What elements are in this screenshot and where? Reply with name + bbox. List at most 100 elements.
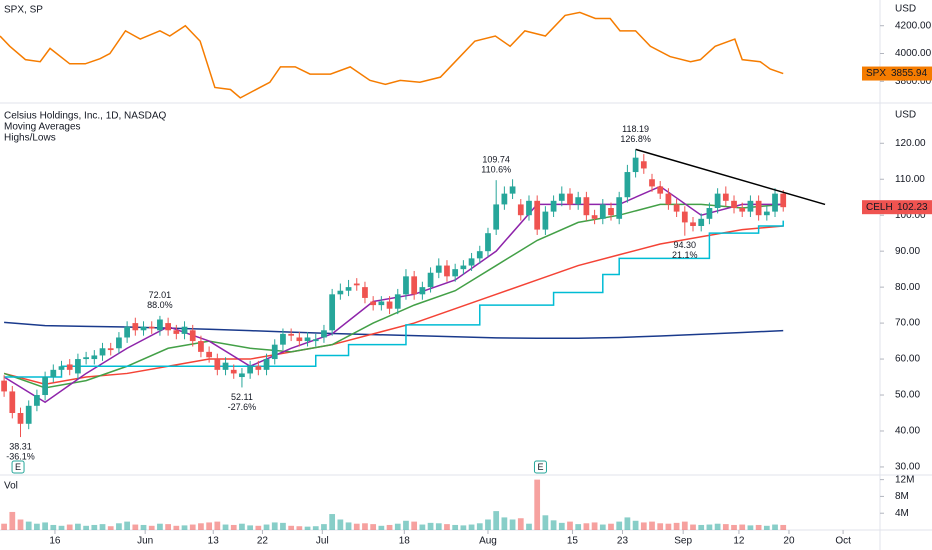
candle-body <box>558 193 565 201</box>
volume-bar <box>312 526 319 530</box>
volume-bar <box>107 526 114 530</box>
volume-bar <box>435 523 442 530</box>
candle-body <box>263 359 270 370</box>
volume-bar <box>263 524 270 530</box>
candle-body <box>189 330 196 342</box>
volume-bar <box>403 520 409 530</box>
volume-bar <box>198 523 204 530</box>
volume-bar <box>411 521 418 530</box>
x-tick-label: 16 <box>49 536 61 547</box>
annotation-value: 72.01 <box>149 290 172 300</box>
candle-body <box>747 200 754 212</box>
volume-bar <box>370 524 377 530</box>
candle-body <box>419 287 426 295</box>
volume-bar <box>255 525 262 530</box>
annotation-change: 21.1% <box>672 250 698 260</box>
volume-bar <box>271 522 278 530</box>
volume-bar <box>665 523 672 530</box>
candle-body <box>107 348 114 351</box>
price-tag <box>862 200 932 215</box>
candle-body <box>485 233 491 252</box>
volume-bar <box>50 524 57 530</box>
candle-body <box>690 222 696 226</box>
indicator-legend: Moving Averages <box>4 122 81 133</box>
candle-body <box>616 197 623 219</box>
annotation-value: 52.11 <box>231 392 253 402</box>
volume-bar <box>690 524 696 530</box>
candle-body <box>271 344 278 360</box>
candle-body <box>706 208 713 219</box>
candle-body <box>731 200 737 209</box>
candle-body <box>9 391 16 413</box>
candle-body <box>403 276 409 295</box>
volume-bar <box>608 523 614 530</box>
candle-body <box>722 193 729 201</box>
candle-body <box>476 251 483 259</box>
candle-body <box>493 204 500 230</box>
indicator-line <box>3 185 784 404</box>
candle-body <box>526 200 532 216</box>
candle-body <box>435 265 442 273</box>
x-tick-label: Oct <box>835 536 851 547</box>
candle-body <box>181 326 188 334</box>
volume-bar <box>91 524 98 530</box>
candle-body <box>370 301 377 306</box>
earnings-marker <box>533 460 547 474</box>
candle-body <box>649 179 655 187</box>
volume-bar <box>239 523 245 530</box>
candle-body <box>386 301 393 309</box>
volume-bar <box>649 521 655 530</box>
candle-body <box>575 197 582 205</box>
volume-bar <box>189 524 196 530</box>
annotation-change: -27.6% <box>228 402 257 412</box>
y-tick-label: 4000.00 <box>895 48 932 59</box>
x-tick-label: 22 <box>257 536 269 547</box>
candle-body <box>1 380 7 392</box>
x-tick-label: 18 <box>399 536 411 547</box>
candle-body <box>148 326 155 329</box>
volume-bar <box>25 521 32 530</box>
volume-bar <box>706 524 713 530</box>
candle-body <box>214 359 221 370</box>
candle-body <box>772 193 778 212</box>
candle-body <box>34 395 40 406</box>
volume-bar <box>714 523 721 530</box>
volume-bar <box>83 525 89 530</box>
y-tick-label: 80.00 <box>895 282 920 293</box>
volume-bar <box>132 524 139 530</box>
candle-body <box>394 294 401 309</box>
y-tick-label: 120.00 <box>895 138 926 149</box>
volume-bar <box>165 524 171 530</box>
volume-bar <box>353 523 360 530</box>
volume-bar <box>419 524 426 530</box>
volume-bar <box>509 519 516 530</box>
volume-bar <box>501 517 508 530</box>
volume-bar <box>1 523 7 530</box>
y-tick-label: 8M <box>895 491 909 502</box>
volume-legend: Vol <box>4 481 18 492</box>
x-tick-label: Sep <box>674 536 692 547</box>
candle-body <box>17 413 24 424</box>
volume-bar <box>337 519 344 530</box>
volume-bar <box>640 522 647 530</box>
volume-bar <box>780 524 787 530</box>
volume-bar <box>526 523 532 530</box>
annotation-change: 126.8% <box>620 134 651 144</box>
volume-bar <box>452 524 459 530</box>
candle-body <box>140 326 147 331</box>
candle-body <box>83 357 89 360</box>
volume-bar <box>739 524 746 530</box>
spx-line <box>0 11 784 99</box>
annotation-value: 94.30 <box>674 240 697 250</box>
volume-bar <box>731 524 737 530</box>
candle-body <box>665 193 672 205</box>
volume-bar <box>575 524 582 530</box>
volume-bar <box>296 526 303 530</box>
candle-body <box>567 193 573 205</box>
volume-bar <box>378 525 385 530</box>
x-tick-label: 23 <box>617 536 629 547</box>
trend-line <box>635 148 826 206</box>
y-tick-label: 4200.00 <box>895 20 932 31</box>
y-tick-label: 30.00 <box>895 462 920 473</box>
